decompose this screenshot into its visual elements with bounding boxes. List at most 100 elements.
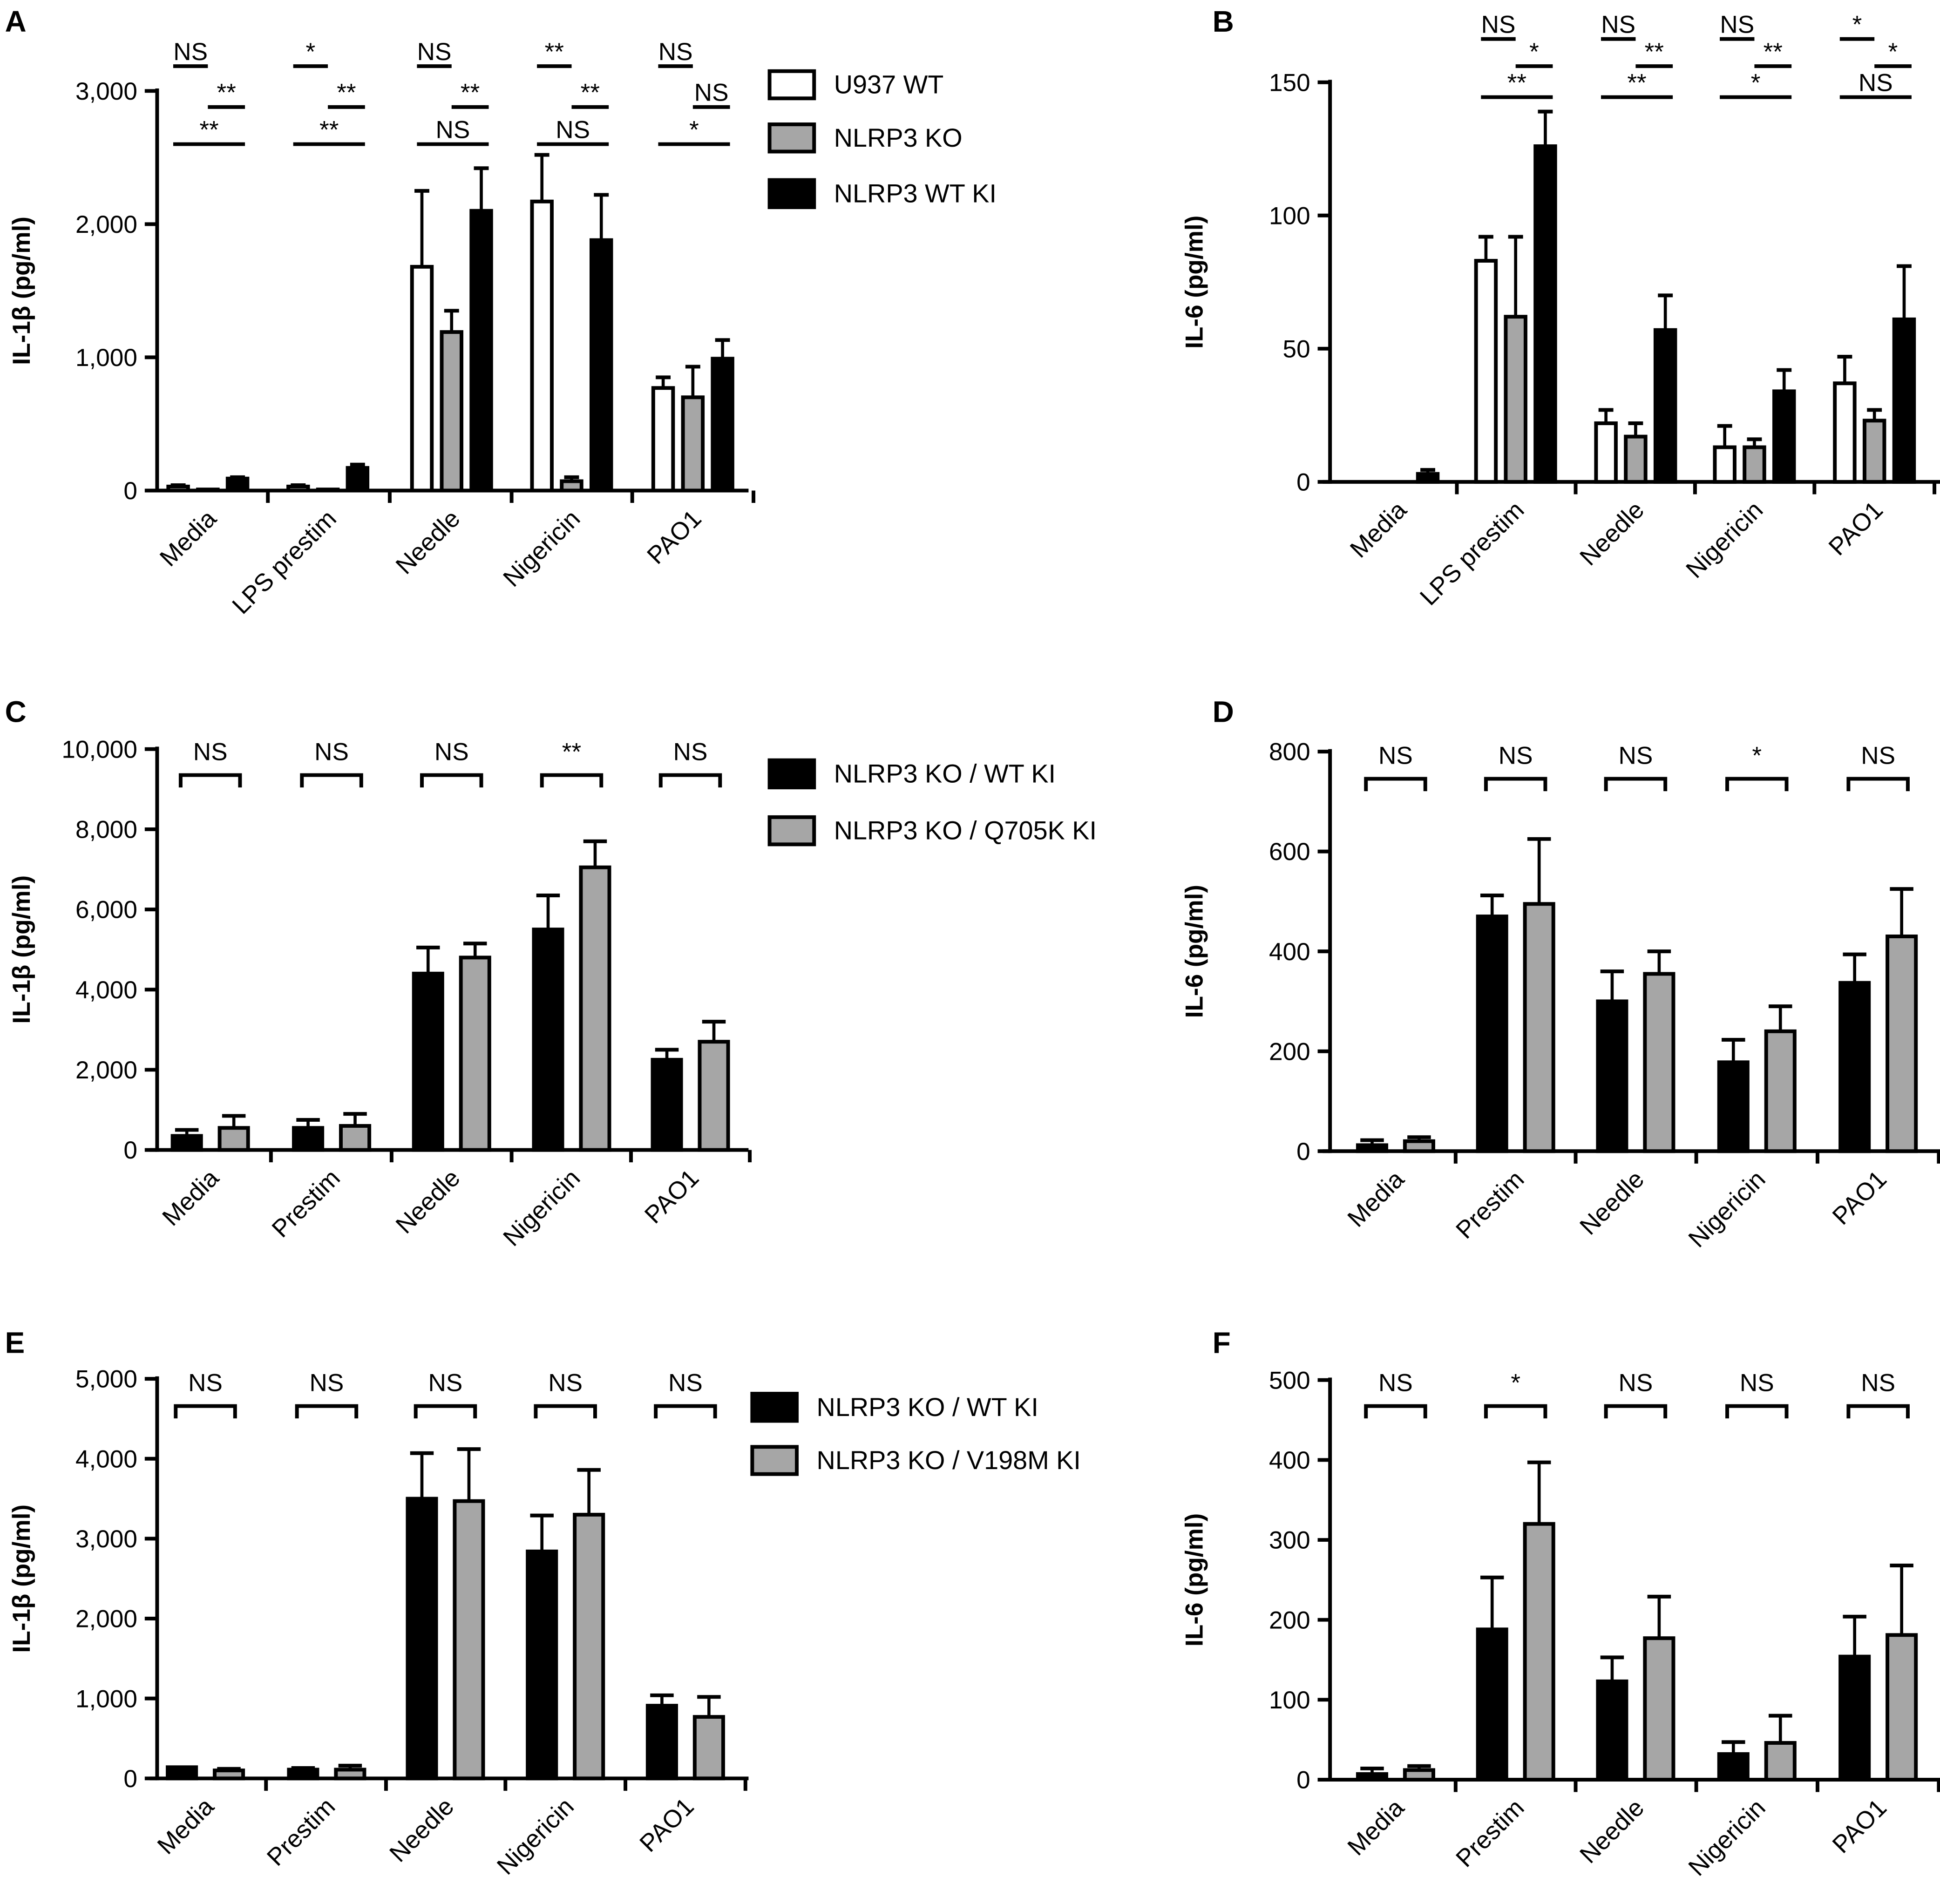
bar [1356,1143,1389,1153]
x-tick-label: Media [1343,1794,1410,1861]
bar [1643,1636,1675,1782]
x-tick-label: Needle [1574,1794,1649,1869]
x-tick-label: Needle [1574,496,1649,571]
y-tick-label: 1,000 [75,1685,137,1713]
y-tick-label: 2,000 [75,211,137,238]
y-tick-label: 0 [123,1765,137,1793]
significance-label: NS [310,1369,344,1397]
x-tick-label: Needle [384,1793,459,1868]
y-tick-label: 10,000 [61,736,137,763]
bar [1892,317,1916,484]
bar [1533,144,1557,484]
bar [1862,419,1886,484]
significance-label: NS [668,1369,703,1397]
significance-label: ** [1645,38,1664,66]
significance-label: NS [1499,742,1533,770]
bar [1886,1633,1918,1782]
significance-bracket [178,773,242,788]
y-tick-label: 100 [1269,1687,1310,1714]
x-tick-label: Nigericin [1683,1794,1771,1881]
x-tick-label: Prestim [267,1164,346,1243]
significance-label: * [1751,69,1761,96]
significance-label: ** [337,79,356,107]
y-axis-label: IL-6 (pg/ml) [1180,216,1208,349]
x-tick-label: PAO1 [1827,1165,1892,1230]
bar [651,386,675,493]
bar [1838,1654,1871,1782]
significance-bracket [300,773,363,788]
panel-e: E 0 1,000 2,000 3,000 4,000 5,000 IL-1β (pg/ml)… [5,1326,1081,1880]
significance-label: * [1888,38,1898,66]
bar [1594,421,1618,484]
significance-label: NS [658,38,693,66]
significance-label: * [1852,11,1862,38]
significance-bracket [1604,1404,1668,1419]
panel-letter: D [1213,695,1234,728]
bar [1476,915,1508,1153]
bar [1403,1139,1435,1153]
bar [217,1126,250,1152]
significance-label: * [1511,1369,1520,1397]
legend-swatch [767,815,816,847]
x-tick-label: Needle [391,505,466,580]
significance-label: ** [545,38,564,66]
bar [1596,999,1628,1153]
significance-bracket [174,1404,237,1419]
significance-bracket [1484,777,1547,792]
x-tick-label: PAO1 [642,505,706,569]
bar [287,1768,319,1781]
legend-label: NLRP3 KO [834,123,963,152]
significance-label: ** [1507,69,1526,96]
significance-label: NS [436,116,470,143]
significance-label: NS [193,739,228,766]
bar [316,488,340,493]
significance-bracket [1364,777,1427,792]
y-tick-label: 400 [1269,938,1310,966]
bar [645,1704,678,1781]
legend-swatch [767,122,816,154]
x-tick-label: Nigericin [498,1164,585,1252]
significance-label: NS [1740,1369,1774,1397]
bar [1653,328,1677,484]
bar [1886,935,1918,1153]
y-tick-label: 150 [1269,69,1310,96]
bar [651,1057,683,1152]
legend-label: NLRP3 KO / V198M KI [817,1445,1081,1475]
y-tick-label: 0 [1296,1767,1310,1794]
panel-a: A 0 1,000 2,000 3,000 IL-1β (pg/ml) Media LPS p… [5,5,997,620]
y-axis-label: IL-1β (pg/ml) [8,217,35,365]
bar [526,1549,558,1781]
significance-bracket [1846,1404,1910,1419]
bar [196,488,220,493]
x-tick-label: Nigericin [492,1793,579,1880]
significance-label: ** [581,79,600,107]
legend-label: NLRP3 KO / WT KI [834,759,1056,788]
panel-letter: B [1213,5,1234,38]
y-tick-label: 0 [1296,1138,1310,1165]
significance-label: NS [1618,742,1653,770]
significance-label: NS [1861,1369,1895,1397]
bar [334,1768,366,1781]
significance-bracket [534,1404,597,1419]
y-tick-label: 500 [1269,1367,1310,1394]
bar [292,1126,325,1152]
bar [1743,445,1766,484]
bar [412,971,444,1152]
bar [212,1768,245,1781]
significance-label: NS [548,1369,583,1397]
y-tick-label: 600 [1269,838,1310,866]
significance-label: NS [1859,69,1893,96]
significance-label: NS [556,116,590,143]
panel-letter: C [5,695,27,728]
significance-label: ** [1627,69,1646,96]
bar [166,484,190,493]
x-tick-label: Media [152,1793,219,1860]
legend-label: NLRP3 KO / WT KI [817,1392,1038,1422]
significance-bracket [658,773,722,788]
legend-swatch [767,758,816,790]
bar [698,1040,730,1152]
significance-label: NS [428,1369,463,1397]
significance-label: * [306,38,316,66]
bar [1523,1522,1555,1782]
y-tick-label: 3,000 [75,1525,137,1553]
